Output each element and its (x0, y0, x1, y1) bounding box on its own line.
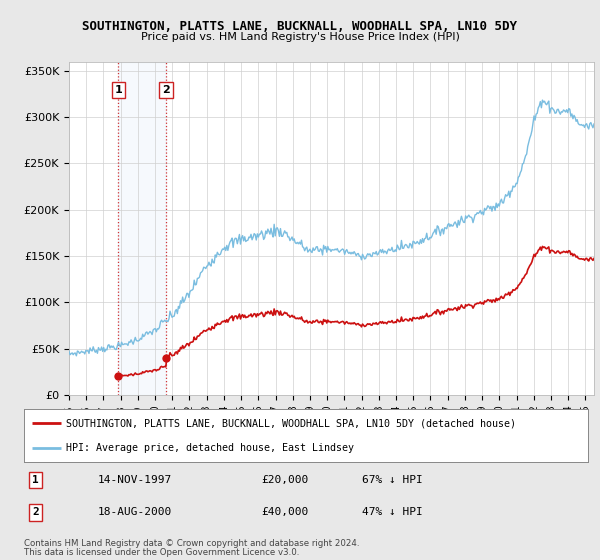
Text: HPI: Average price, detached house, East Lindsey: HPI: Average price, detached house, East… (66, 442, 354, 452)
Text: 67% ↓ HPI: 67% ↓ HPI (362, 475, 423, 485)
Text: 2: 2 (162, 85, 170, 95)
Text: 2: 2 (32, 507, 38, 517)
Text: Price paid vs. HM Land Registry's House Price Index (HPI): Price paid vs. HM Land Registry's House … (140, 32, 460, 43)
Text: 14-NOV-1997: 14-NOV-1997 (97, 475, 172, 485)
Text: This data is licensed under the Open Government Licence v3.0.: This data is licensed under the Open Gov… (24, 548, 299, 557)
Bar (118, 62, 166, 395)
Text: 18-AUG-2000: 18-AUG-2000 (97, 507, 172, 517)
Text: SOUTHINGTON, PLATTS LANE, BUCKNALL, WOODHALL SPA, LN10 5DY (detached house): SOUTHINGTON, PLATTS LANE, BUCKNALL, WOOD… (66, 418, 516, 428)
Text: 1: 1 (115, 85, 122, 95)
Text: SOUTHINGTON, PLATTS LANE, BUCKNALL, WOODHALL SPA, LN10 5DY: SOUTHINGTON, PLATTS LANE, BUCKNALL, WOOD… (83, 20, 517, 32)
Text: 1: 1 (32, 475, 38, 485)
Text: 47% ↓ HPI: 47% ↓ HPI (362, 507, 423, 517)
Text: Contains HM Land Registry data © Crown copyright and database right 2024.: Contains HM Land Registry data © Crown c… (24, 539, 359, 548)
Text: £20,000: £20,000 (261, 475, 308, 485)
Text: £40,000: £40,000 (261, 507, 308, 517)
